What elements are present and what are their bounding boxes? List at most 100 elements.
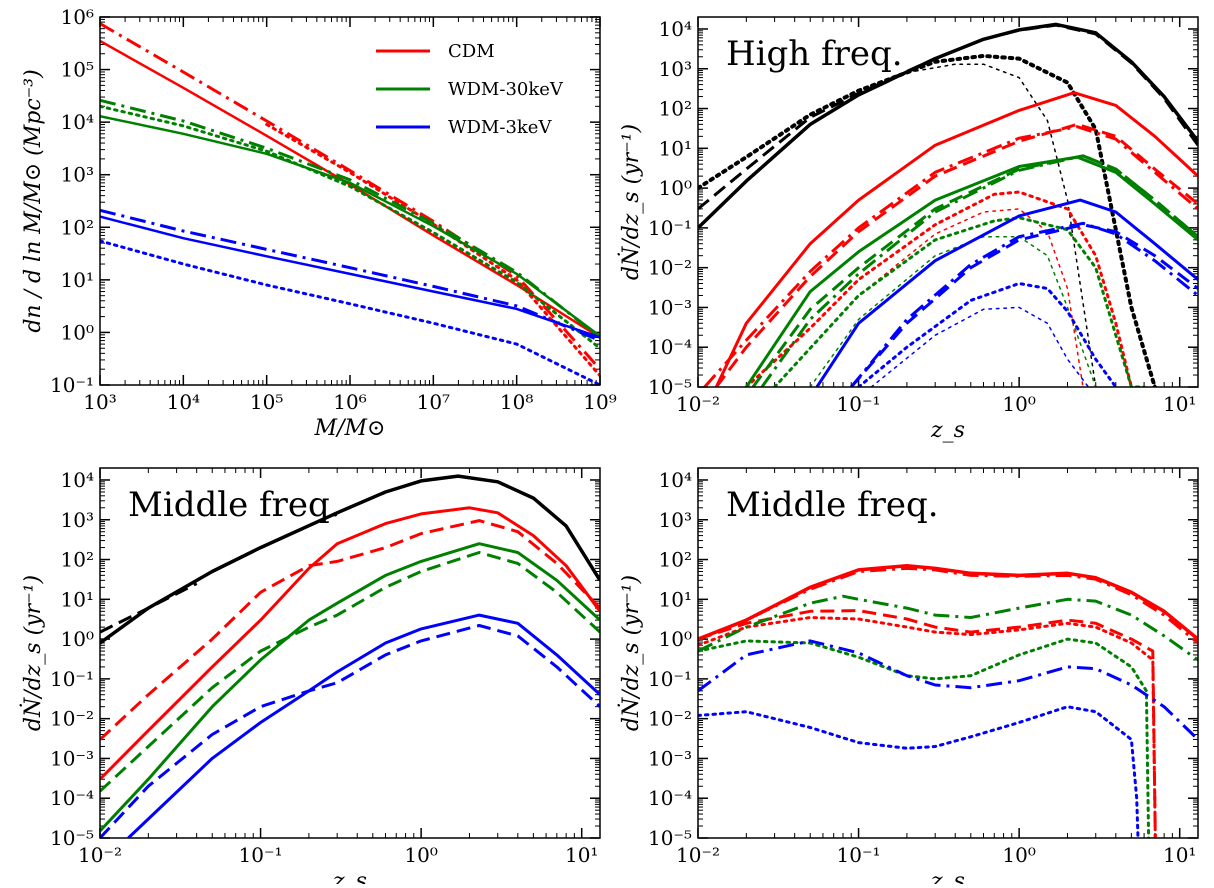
series-line <box>815 198 1198 387</box>
y-tick-label: 10⁻⁵ <box>648 375 692 399</box>
y-tick-label: 10³ <box>659 57 692 81</box>
y-axis-label: dn / d ln M/M⊙ (Mpc⁻³) <box>21 69 46 332</box>
series-line <box>100 474 600 645</box>
panel-title: Middle freq. <box>128 485 341 525</box>
legend: CDM WDM-30keV WDM-3keV <box>376 41 564 138</box>
x-tick-label: 10⁴ <box>167 390 200 414</box>
y-tick-label: 10⁰ <box>61 627 94 651</box>
y-tick-label: 10⁴ <box>659 17 692 41</box>
y-tick-label: 10¹ <box>659 136 692 160</box>
y-axis-label: dṄ/dz_s (yr⁻¹) <box>19 575 46 731</box>
y-tick-label: 10² <box>659 97 692 121</box>
x-tick-label: 10³ <box>83 390 116 414</box>
y-tick-label: 10⁻³ <box>648 295 692 319</box>
series-line <box>100 551 600 793</box>
minor-ticks <box>698 17 1198 387</box>
y-tick-label: 10⁻⁴ <box>648 786 692 810</box>
plot-frame <box>99 467 601 839</box>
y-tick-label: 10⁴ <box>61 468 94 492</box>
series-line <box>100 239 600 385</box>
minor-ticks <box>100 17 600 385</box>
y-axis-label: dṄ/dz_s (yr⁻¹) <box>617 124 644 280</box>
series-line <box>100 582 198 634</box>
series-line <box>698 616 1157 838</box>
series-line <box>100 542 600 833</box>
x-tick-label: 10⁸ <box>500 390 533 414</box>
y-tick-label: 10⁻² <box>50 707 94 731</box>
series-line <box>100 39 600 339</box>
y-tick-label: 10⁰ <box>61 320 94 344</box>
series-line <box>850 223 1198 387</box>
x-tick-label: 10¹ <box>565 843 598 867</box>
y-tick-label: 10⁻² <box>648 707 692 731</box>
x-axis-label: z_s <box>930 418 965 443</box>
y-axis-label: dṄ/dz_s (yr⁻¹) <box>617 575 644 731</box>
x-tick-label: 10⁰ <box>1002 392 1035 416</box>
x-tick-label: 10⁶ <box>333 390 366 414</box>
x-tick-label: 10⁹ <box>583 390 616 414</box>
series-line <box>773 216 1146 387</box>
y-tick-label: 10² <box>659 548 692 572</box>
y-tick-label: 10⁻⁵ <box>648 826 692 850</box>
x-tick-label: 10⁰ <box>404 843 437 867</box>
series-line <box>857 63 1097 387</box>
minor-ticks <box>698 468 1198 838</box>
plot-frame <box>697 16 1199 388</box>
x-tick-label: 10⁰ <box>1002 843 1035 867</box>
panel-middle-freq-left: 10⁻² 10⁻¹ 10⁰ 10¹ 10⁻⁵ 10⁻⁴ 10⁻³ 10⁻² 10⁻¹ 10⁰ 10¹… <box>19 467 601 888</box>
y-tick-label: 10⁻³ <box>648 746 692 770</box>
series-group <box>100 22 600 385</box>
series-line <box>703 125 1198 387</box>
x-axis-label: z_s <box>332 869 367 884</box>
series-line <box>100 22 600 371</box>
x-tick-label: 10¹ <box>1163 843 1196 867</box>
series-line <box>100 114 600 338</box>
y-tick-label: 10⁰ <box>659 627 692 651</box>
series-line <box>100 98 600 339</box>
x-tick-label: 10⁻² <box>676 843 720 867</box>
series-line <box>698 23 1198 211</box>
series-line <box>698 566 1198 645</box>
legend-label: CDM <box>448 41 495 62</box>
series-line <box>870 306 1090 387</box>
legend-label: WDM-3keV <box>448 117 552 138</box>
series-line <box>850 221 1198 387</box>
y-tick-label: 10⁻⁴ <box>648 335 692 359</box>
series-line <box>744 190 1133 387</box>
series-line <box>698 22 1198 230</box>
x-tick-label: 10⁵ <box>250 390 283 414</box>
y-tick-label: 10³ <box>61 508 94 532</box>
y-tick-label: 10³ <box>61 163 94 187</box>
y-tick-label: 10¹ <box>61 268 94 292</box>
x-axis-label: M/M⊙ <box>314 416 386 441</box>
x-tick-label: 10⁻¹ <box>239 843 283 867</box>
series-line <box>265 123 600 378</box>
y-tick-label: 10⁰ <box>659 176 692 200</box>
y-tick-label: 10⁻⁴ <box>50 786 94 810</box>
panel-title: Middle freq. <box>726 485 939 525</box>
x-tick-label: 10⁻¹ <box>837 392 881 416</box>
series-line <box>809 235 1097 387</box>
series-line <box>698 705 1140 838</box>
panel-title: High freq. <box>726 34 903 74</box>
panel-high-freq: 10⁻² 10⁻¹ 10⁰ 10¹ 10⁻⁵ 10⁻⁴ 10⁻³ 10⁻² 10⁻¹ 10⁰ 10¹… <box>617 16 1199 443</box>
y-tick-label: 10⁻³ <box>50 746 94 770</box>
series-line <box>100 208 600 342</box>
panel-mass-function: 10³ 10⁴ 10⁵ 10⁶ 10⁷ 10⁸ 10⁹ 10⁻¹ 10⁰ 10¹ 10² 10³ 10⁴… <box>21 5 617 441</box>
plot-frame <box>697 467 1199 839</box>
y-tick-label: 10¹ <box>61 587 94 611</box>
y-tick-label: 10² <box>61 215 94 239</box>
series-line <box>698 637 1151 838</box>
y-tick-label: 10³ <box>659 508 692 532</box>
x-tick-label: 10⁻² <box>78 843 122 867</box>
series-line <box>698 609 1157 838</box>
y-tick-label: 10¹ <box>659 587 692 611</box>
y-tick-label: 10⁻² <box>648 256 692 280</box>
y-tick-label: 10⁻¹ <box>50 667 94 691</box>
y-tick-label: 10⁻¹ <box>50 373 94 397</box>
x-tick-label: 10¹ <box>1163 392 1196 416</box>
series-group <box>698 563 1198 838</box>
series-line <box>698 53 1157 387</box>
